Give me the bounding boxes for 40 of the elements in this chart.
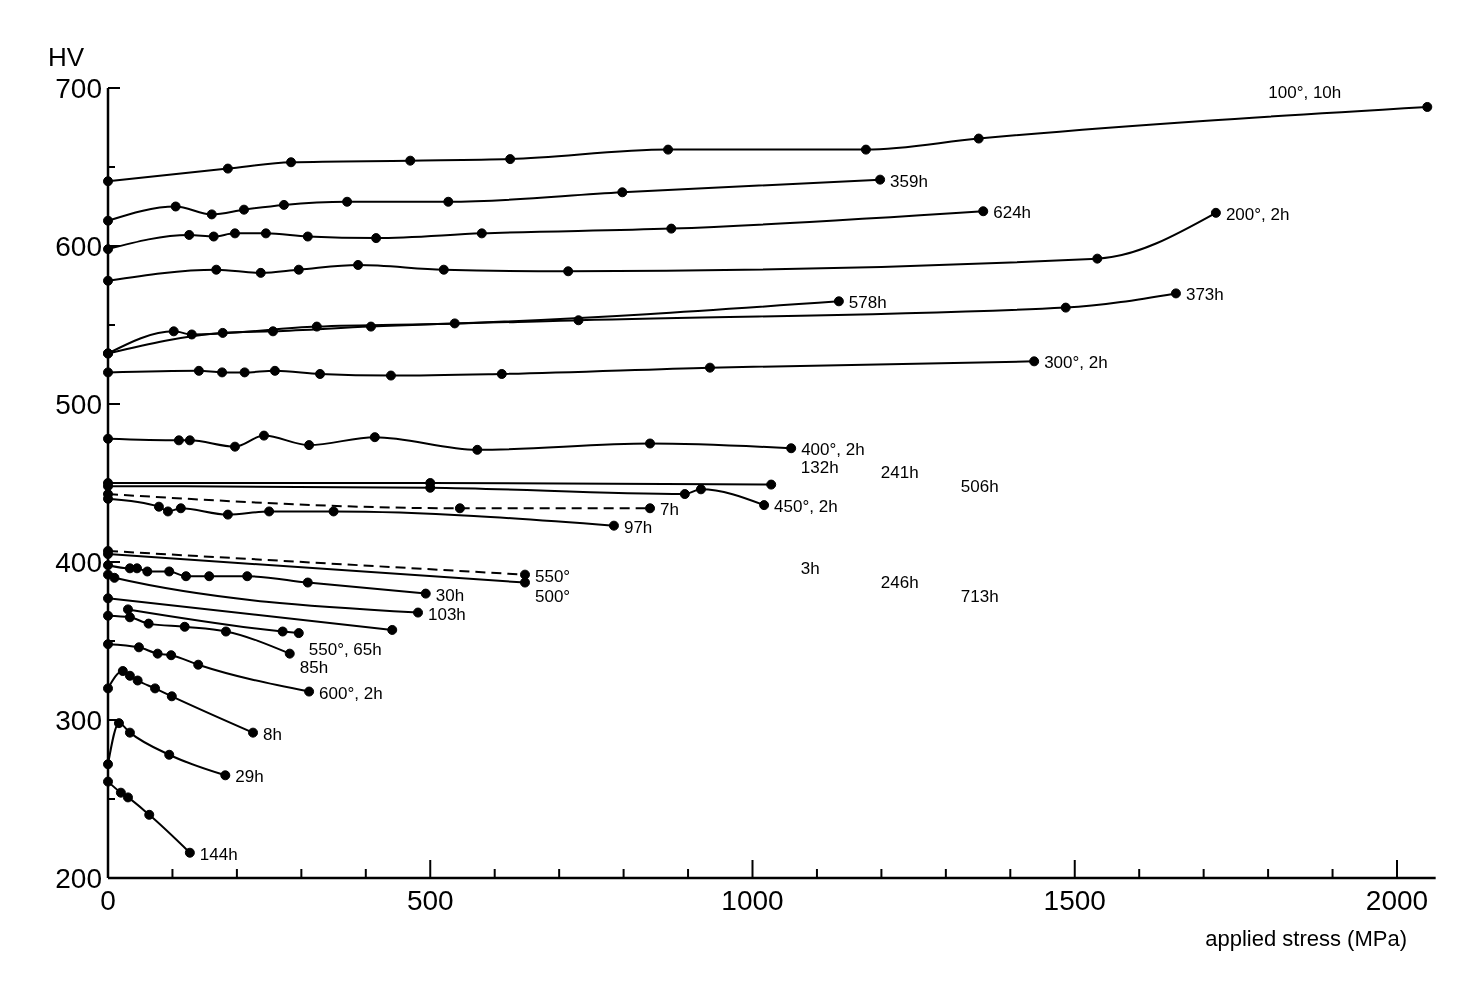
annotation: 241h [880,463,919,483]
series-label: 144h [199,844,238,864]
annotation: 3h [800,559,820,579]
series-label: 100°, 10h [1268,82,1342,102]
series-label: 500° [534,586,571,606]
y-tick-label: 200 [55,863,102,894]
series-label: 550°, 65h [308,640,382,660]
series-label: 200°, 2h [1225,204,1290,224]
series-label: 550° [534,566,571,586]
y-tick-label: 600 [55,231,102,262]
series-label: 29h [235,767,264,787]
x-tick-label: 1000 [721,885,784,916]
series-label: 578h [848,293,887,313]
series-label: 624h [993,203,1032,223]
x-tick-label: 0 [100,885,116,916]
series-label: 8h [263,724,282,744]
x-axis-title: applied stress (MPa) [1205,926,1407,951]
x-tick-label: 2000 [1365,885,1429,916]
series-label: 300°, 2h [1044,353,1108,373]
series-label: 85h [299,657,329,677]
series-label: 97h [623,517,653,537]
series-label: 30h [435,585,465,605]
y-tick-label: 500 [55,389,102,420]
series-label: 400°, 2h [801,440,865,460]
series-label: 450°, 2h [774,497,838,517]
series-label: 103h [428,604,466,624]
series-label: 600°, 2h [319,683,383,703]
series-label: 373h [1185,285,1224,305]
x-tick-label: 1500 [1043,885,1106,916]
y-tick-label: 300 [55,705,102,736]
y-axis-title: HV [48,42,85,72]
series-label: 359h [890,171,928,191]
series-label: 7h [660,500,679,520]
y-tick-label: 700 [55,73,102,104]
annotation: 132h [800,458,839,478]
annotation: 506h [960,477,999,497]
y-tick-label: 400 [55,547,102,578]
annotation: 713h [960,587,999,607]
annotation: 246h [880,573,919,593]
x-tick-label: 500 [406,885,454,916]
